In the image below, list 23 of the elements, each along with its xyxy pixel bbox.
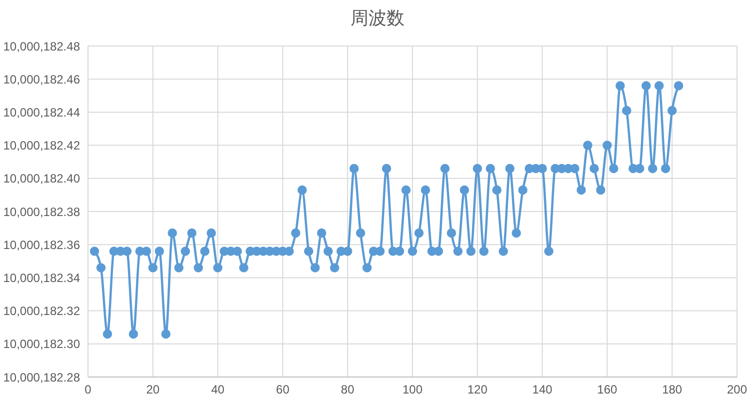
x-tick-label: 0 (84, 382, 92, 397)
x-tick-label: 200 (726, 382, 748, 397)
y-tick-label: 10,000,182.32 (3, 304, 80, 318)
y-tick-label: 10,000,182.36 (3, 238, 80, 252)
y-tick-label: 10,000,182.48 (3, 39, 80, 54)
y-tick-label: 10,000,182.38 (3, 204, 80, 219)
x-tick-label: 140 (532, 382, 553, 397)
y-tick-label: 10,000,182.46 (3, 72, 80, 86)
x-tick-label: 100 (402, 382, 423, 397)
y-tick-label: 10,000,182.40 (3, 172, 80, 186)
y-tick-label: 10,000,182.30 (3, 337, 80, 352)
x-tick-label: 180 (662, 382, 682, 397)
x-tick-label: 60 (276, 382, 290, 397)
x-tick-label: 40 (211, 382, 225, 397)
x-tick-label: 120 (467, 382, 488, 397)
chart-title: 周波数 (350, 7, 406, 30)
y-tick-label: 10,000,182.34 (3, 270, 80, 285)
y-tick-label: 10,000,182.42 (3, 138, 80, 153)
y-tick-label: 10,000,182.44 (3, 105, 80, 120)
x-tick-label: 20 (146, 382, 160, 397)
y-tick-label: 10,000,182.28 (3, 370, 80, 384)
x-tick-label: 80 (340, 382, 355, 397)
x-tick-label: 160 (597, 382, 618, 397)
